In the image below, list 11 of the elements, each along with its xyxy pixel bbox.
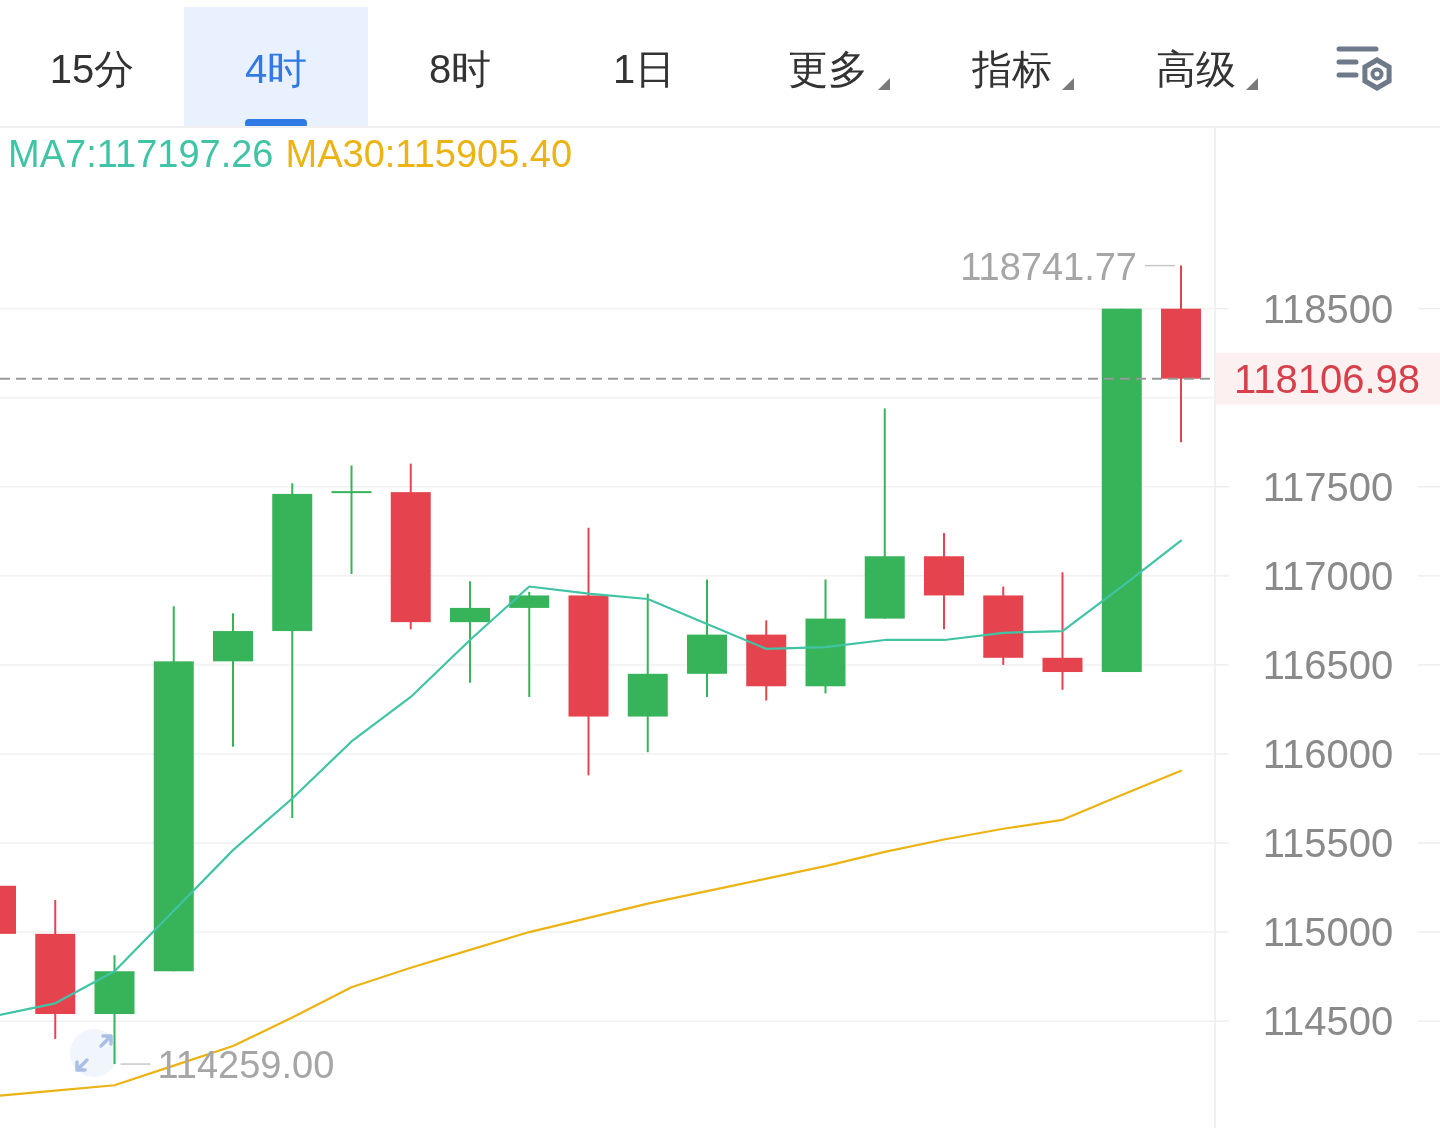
annotation: 114259.00 bbox=[157, 1044, 335, 1087]
price-tag: 118106.98 bbox=[1216, 352, 1440, 405]
y-tick-label: 117500 bbox=[1262, 464, 1394, 509]
y-tick-label: 116500 bbox=[1262, 642, 1394, 687]
y-tick-label: 117000 bbox=[1262, 553, 1394, 598]
y-tick-label: 114500 bbox=[1262, 999, 1394, 1044]
y-tick-label: 115500 bbox=[1262, 821, 1394, 865]
y-tick-label: 116000 bbox=[1262, 731, 1394, 776]
y-tick-label: 115000 bbox=[1262, 910, 1394, 955]
y-tick-label: 118500 bbox=[1262, 286, 1394, 331]
annotation: 118741.77 bbox=[960, 245, 1137, 288]
